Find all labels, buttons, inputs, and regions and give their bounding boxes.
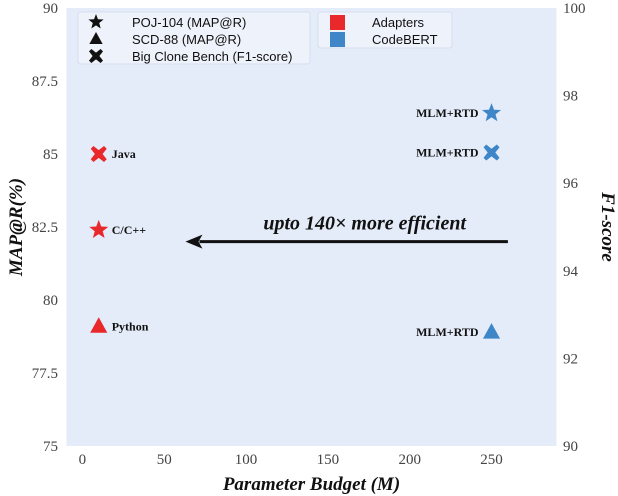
- left-y-tick-label: 87.5: [32, 74, 58, 90]
- legend-swatch-adapters: [330, 15, 345, 30]
- legend-label: POJ-104 (MAP@R): [132, 15, 246, 30]
- x-tick-label: 200: [398, 452, 421, 468]
- legend-label: SCD-88 (MAP@R): [132, 32, 241, 47]
- x-axis-title: Parameter Budget (M): [222, 474, 400, 495]
- legend-swatch-codebert: [330, 32, 345, 47]
- x-tick-label: 0: [79, 452, 87, 468]
- left-y-tick-label: 85: [43, 147, 58, 163]
- left-y-tick-label: 82.5: [32, 220, 58, 236]
- data-point-label: Java: [112, 147, 136, 161]
- data-point-label: MLM+RTD: [416, 325, 479, 339]
- data-point-label: MLM+RTD: [416, 106, 479, 120]
- right-y-tick-label: 98: [563, 89, 578, 105]
- data-point-adapters-star: [89, 219, 109, 239]
- right-y-tick-label: 100: [563, 1, 586, 17]
- efficiency-arrow-head: [185, 234, 203, 249]
- data-point-codebert-cross: [483, 144, 500, 161]
- legend-label: CodeBERT: [372, 32, 438, 47]
- legend-marker-triangle: [89, 32, 103, 45]
- legend-box-colors: [317, 11, 453, 49]
- legend-marker-star: [88, 14, 104, 29]
- legend-label: Adapters: [372, 15, 425, 30]
- right-y-tick-label: 92: [563, 351, 578, 367]
- data-point-adapters-triangle: [90, 317, 108, 333]
- data-point-label: C/C++: [112, 223, 147, 237]
- plot-area: [66, 8, 557, 446]
- x-tick-label: 250: [480, 452, 503, 468]
- data-point-codebert-star: [482, 103, 502, 122]
- data-point-label: Python: [112, 319, 149, 333]
- legend-label: Big Clone Bench (F1-score): [132, 49, 292, 64]
- legend-box-markers: [77, 11, 311, 65]
- left-y-tick-label: 77.5: [32, 366, 58, 382]
- data-point-label: MLM+RTD: [416, 146, 479, 160]
- efficiency-annotation: upto 140× more efficient: [263, 213, 467, 235]
- x-tick-label: 50: [157, 452, 172, 468]
- data-point-adapters-cross: [90, 146, 107, 162]
- left-y-axis-title: MAP@R(%): [6, 178, 27, 277]
- right-y-tick-label: 94: [563, 264, 579, 280]
- right-y-tick-label: 90: [563, 439, 578, 455]
- left-y-tick-label: 80: [43, 293, 58, 309]
- right-y-tick-label: 96: [563, 176, 579, 192]
- left-y-tick-label: 75: [43, 439, 58, 455]
- legend-marker-cross: [89, 49, 103, 63]
- data-point-codebert-triangle: [482, 323, 501, 339]
- right-y-axis-title: F1-score: [597, 191, 618, 262]
- x-tick-label: 150: [317, 452, 340, 468]
- left-y-tick-label: 90: [43, 1, 58, 17]
- x-tick-label: 100: [235, 452, 258, 468]
